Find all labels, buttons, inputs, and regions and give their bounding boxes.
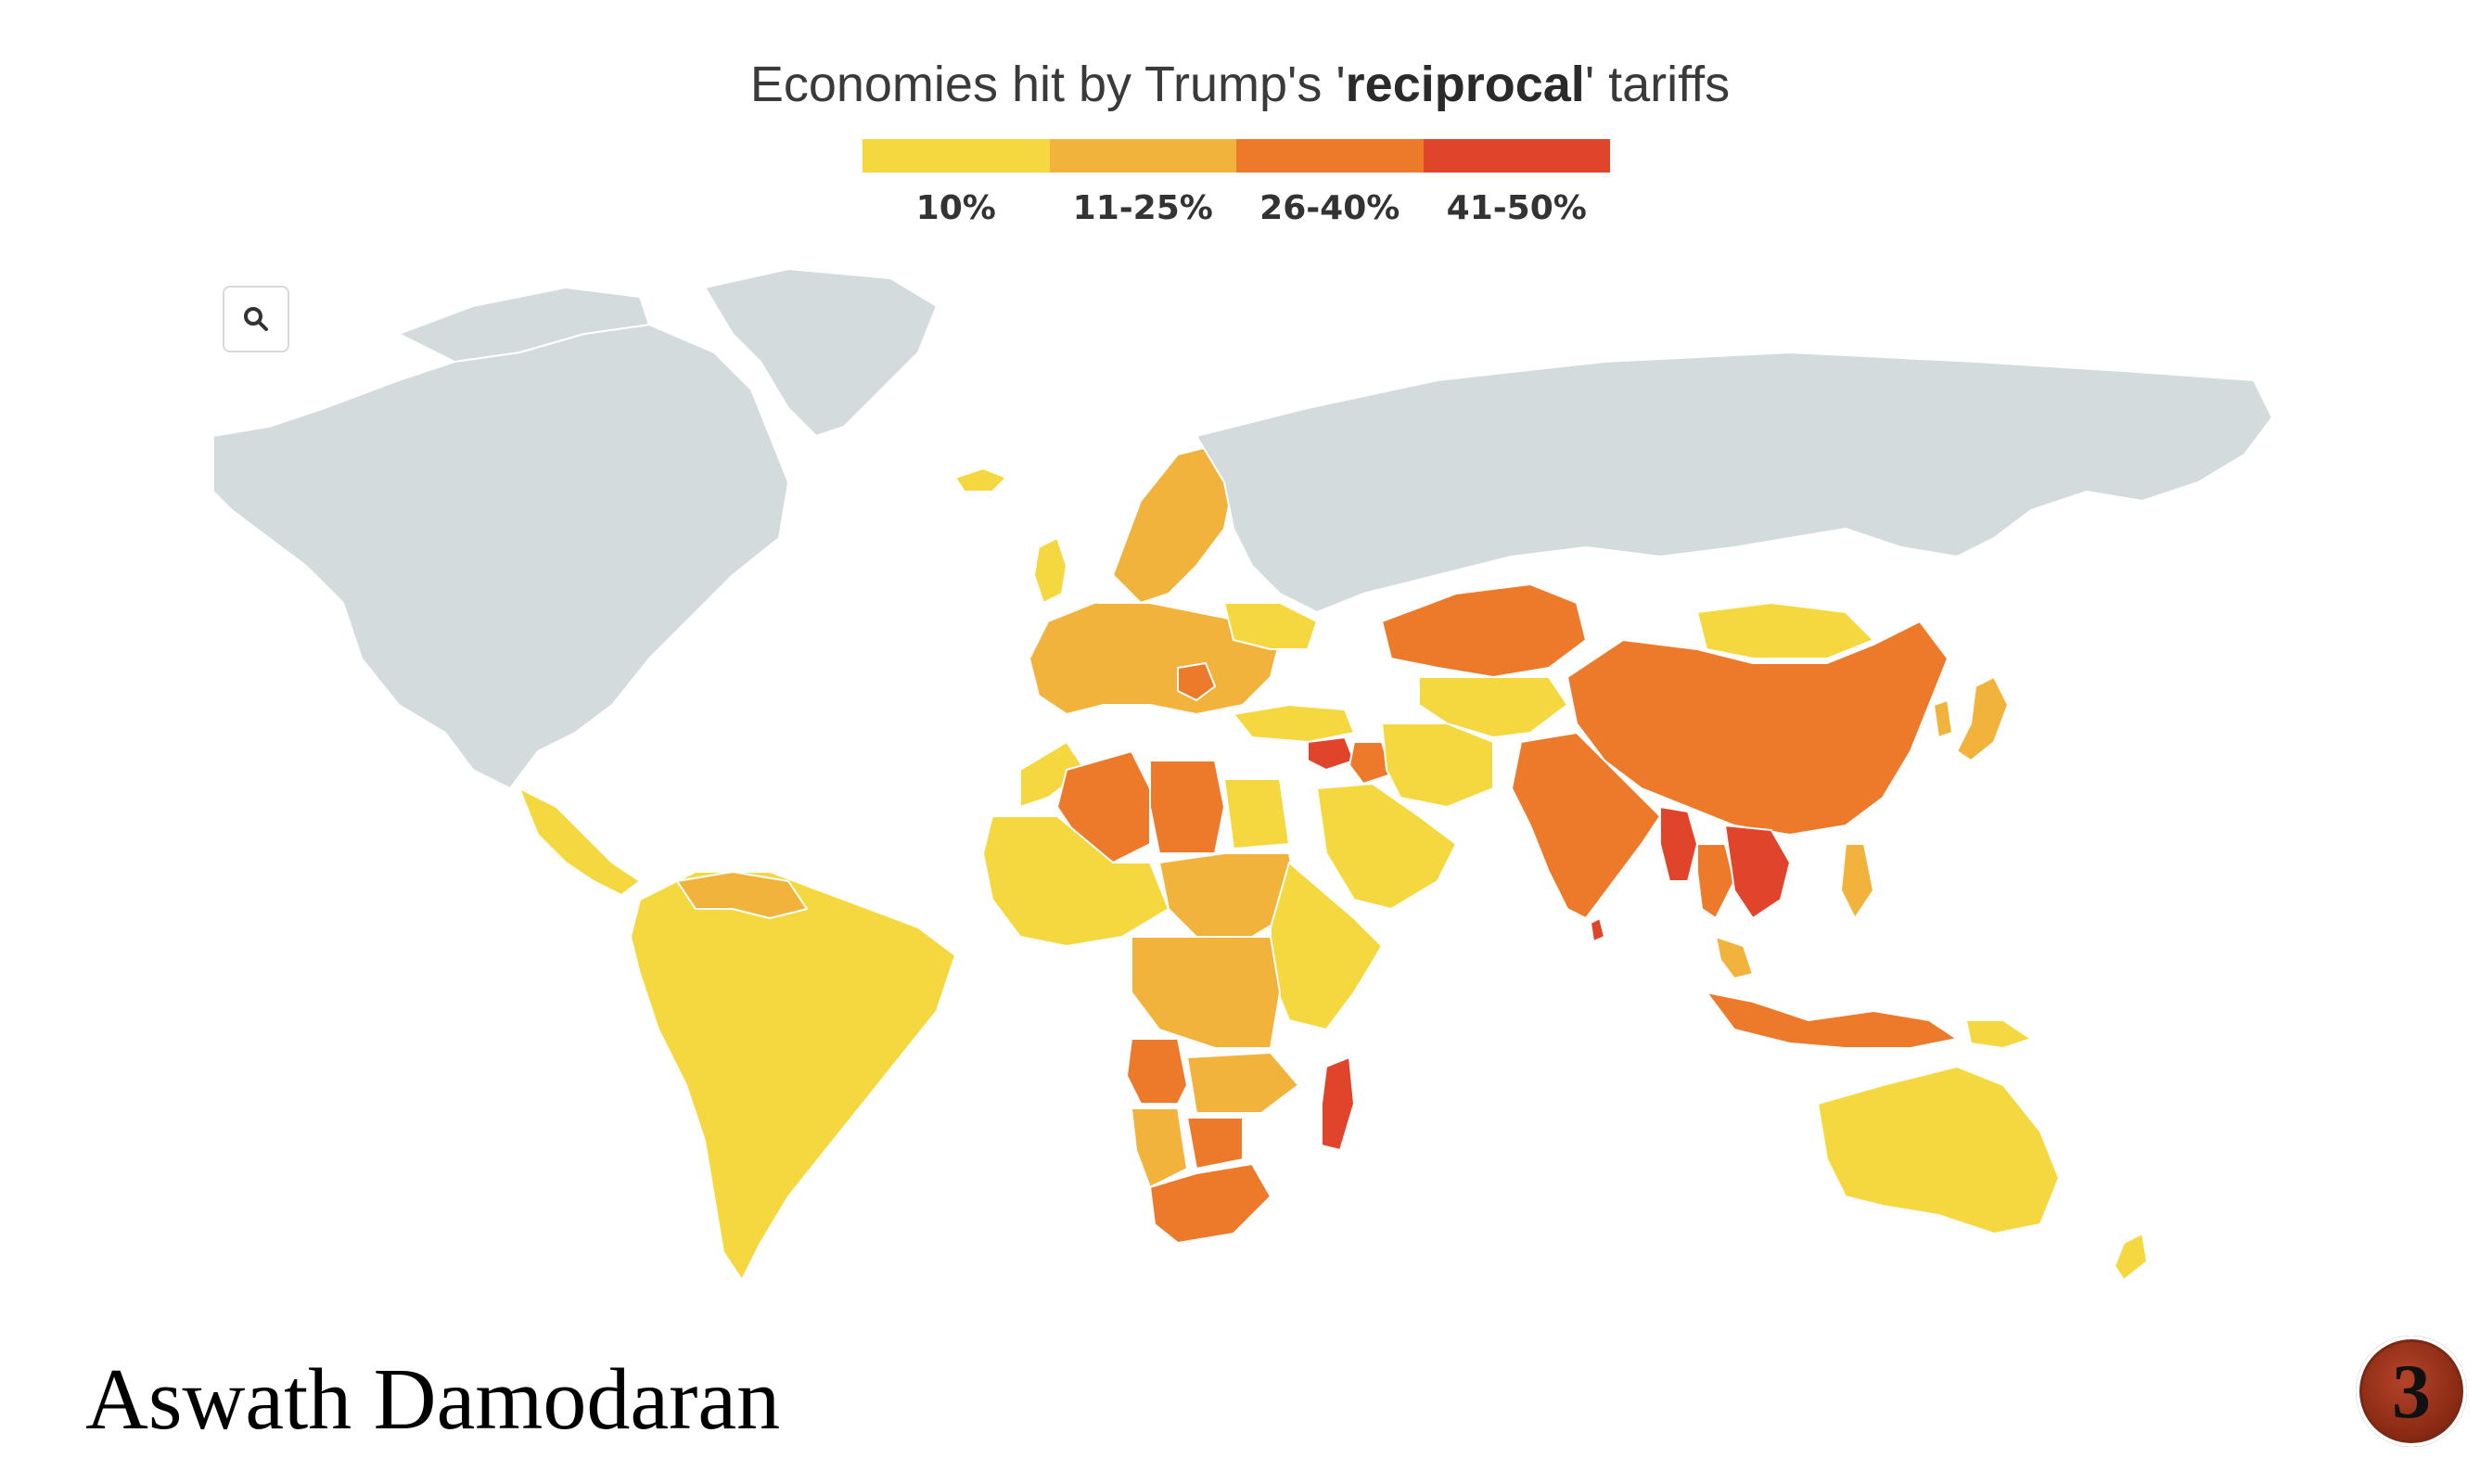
region-angola[interactable] — [1126, 1038, 1188, 1105]
region-thailand[interactable] — [1696, 843, 1735, 919]
region-indonesia[interactable] — [1706, 991, 1958, 1049]
zoom-button[interactable] — [223, 286, 289, 352]
region-egypt[interactable] — [1223, 778, 1290, 850]
author-name: Aswath Damodaran — [85, 1351, 781, 1448]
region-botswana[interactable] — [1186, 1117, 1244, 1170]
region-myanmar[interactable] — [1659, 806, 1698, 882]
map-title: Economies hit by Trump's 'reciprocal' ta… — [0, 56, 2480, 113]
region-central-asia[interactable] — [1418, 676, 1568, 738]
region-greenland[interactable] — [704, 268, 938, 437]
region-arctic-islands[interactable] — [398, 287, 650, 363]
region-arabia[interactable] — [1316, 783, 1457, 910]
region-iceland[interactable] — [954, 467, 1007, 493]
region-north-america[interactable] — [212, 324, 789, 789]
region-india[interactable] — [1511, 732, 1661, 919]
region-australia[interactable] — [1817, 1066, 2060, 1235]
region-mongolia[interactable] — [1696, 602, 1874, 659]
region-west-africa[interactable] — [982, 815, 1170, 947]
region-ukraine[interactable] — [1223, 602, 1318, 650]
region-central-africa[interactable] — [1131, 936, 1281, 1049]
region-venezuela[interactable] — [676, 871, 808, 919]
region-turkey[interactable] — [1233, 704, 1355, 743]
region-china[interactable] — [1566, 620, 1949, 836]
region-png[interactable] — [1965, 1019, 2032, 1049]
region-namibia[interactable] — [1131, 1107, 1188, 1188]
region-new-zealand[interactable] — [2114, 1233, 2148, 1281]
region-balkans[interactable] — [1177, 662, 1216, 701]
legend-labels: 10% 11-25% 26-40% 41-50% — [863, 189, 1610, 227]
region-korea[interactable] — [1933, 699, 1953, 738]
world-map[interactable] — [212, 268, 2273, 1289]
title-prefix: Economies hit by Trump's ' — [749, 57, 1346, 112]
region-central-america[interactable] — [518, 787, 641, 896]
region-syria[interactable] — [1307, 736, 1355, 771]
legend-swatch-11-25 — [1049, 139, 1236, 173]
legend-swatch-41-50 — [1423, 139, 1610, 173]
region-iran[interactable] — [1381, 723, 1494, 808]
region-malaysia[interactable] — [1715, 936, 1754, 979]
region-europe[interactable] — [1029, 602, 1281, 715]
region-zambia[interactable] — [1186, 1052, 1299, 1114]
legend-swatch-26-40 — [1236, 139, 1424, 173]
region-philippines[interactable] — [1840, 843, 1874, 919]
region-libya[interactable] — [1149, 760, 1225, 854]
region-indochina[interactable] — [1724, 825, 1791, 919]
search-icon — [244, 307, 268, 331]
legend-label: 10% — [915, 189, 996, 227]
region-south-africa[interactable] — [1149, 1163, 1272, 1244]
page-number-badge: 3 — [2356, 1336, 2467, 1447]
region-uk[interactable] — [1033, 537, 1067, 604]
region-iraq[interactable] — [1349, 741, 1392, 785]
title-suffix: ' tariffs — [1584, 57, 1731, 112]
region-russia[interactable] — [1195, 352, 2273, 613]
legend-label: 26-40% — [1259, 189, 1400, 227]
region-south-america[interactable] — [630, 871, 956, 1281]
region-madagascar[interactable] — [1321, 1056, 1355, 1151]
title-emphasis: reciprocal — [1345, 57, 1585, 112]
legend-swatch-10 — [863, 139, 1050, 173]
region-sri-lanka[interactable] — [1590, 917, 1605, 942]
legend-bar — [863, 139, 1610, 173]
region-japan[interactable] — [1956, 676, 2009, 761]
legend-label: 41-50% — [1446, 189, 1587, 227]
page-number: 3 — [2392, 1348, 2431, 1435]
world-map-svg[interactable] — [212, 268, 2273, 1289]
legend-label: 11-25% — [1072, 189, 1213, 227]
region-kazakhstan[interactable] — [1381, 583, 1587, 678]
